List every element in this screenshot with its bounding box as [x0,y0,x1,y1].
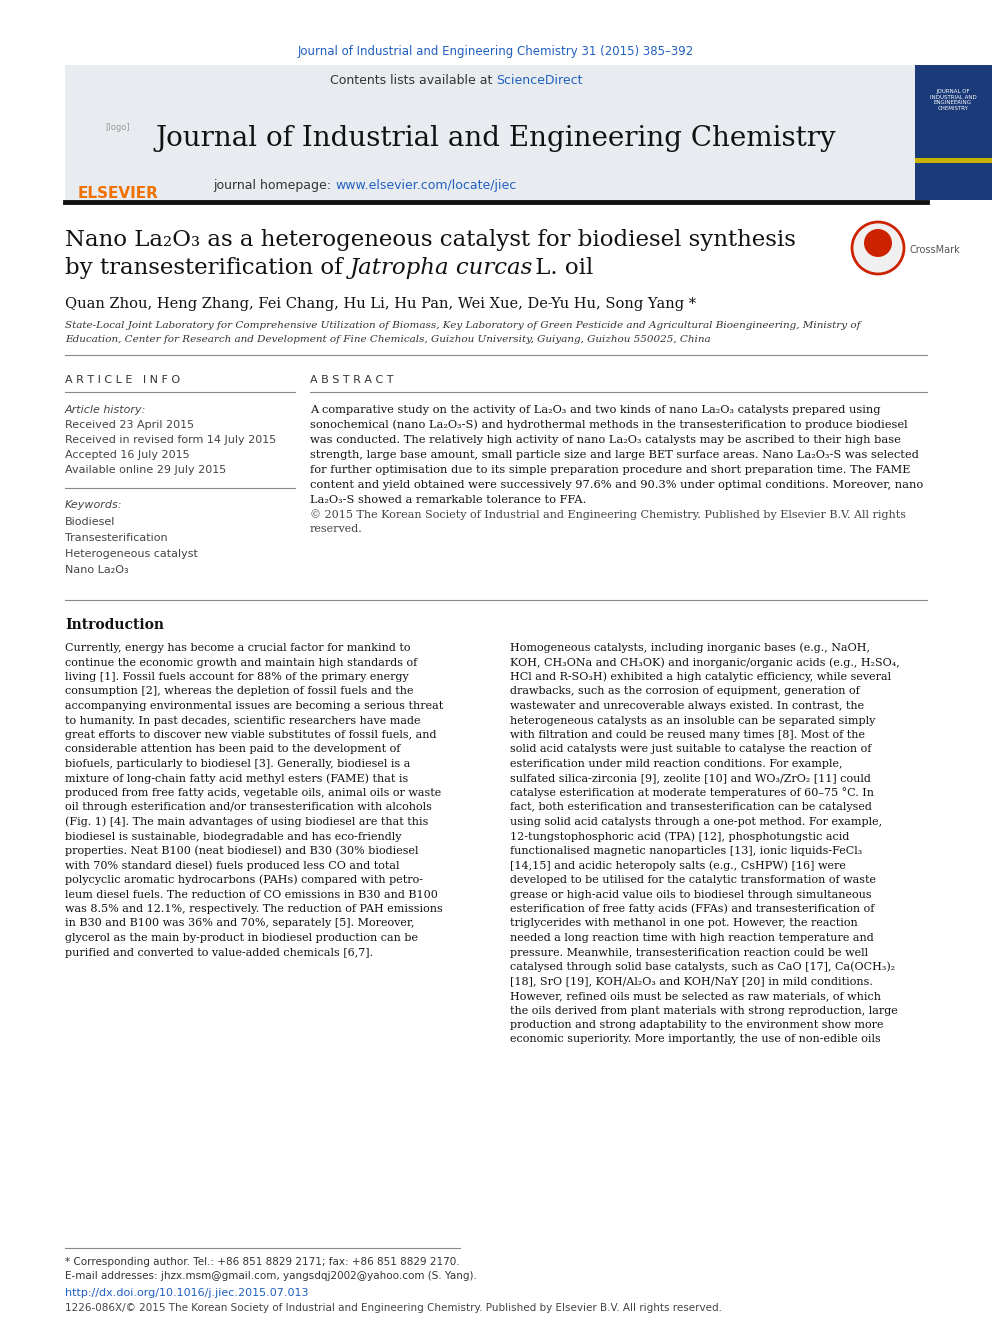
Text: Received 23 April 2015: Received 23 April 2015 [65,419,194,430]
Text: fact, both esterification and transesterification can be catalysed: fact, both esterification and transester… [510,803,872,812]
FancyBboxPatch shape [915,157,992,163]
Text: A B S T R A C T: A B S T R A C T [310,374,394,385]
Text: Journal of Industrial and Engineering Chemistry: Journal of Industrial and Engineering Ch… [156,124,836,152]
Text: with filtration and could be reused many times [8]. Most of the: with filtration and could be reused many… [510,730,865,740]
Text: Quan Zhou, Heng Zhang, Fei Chang, Hu Li, Hu Pan, Wei Xue, De-Yu Hu, Song Yang *: Quan Zhou, Heng Zhang, Fei Chang, Hu Li,… [65,296,696,311]
Text: for further optimisation due to its simple preparation procedure and short prepa: for further optimisation due to its simp… [310,464,911,475]
Text: JOURNAL OF
INDUSTRIAL AND
ENGINEERING
CHEMISTRY: JOURNAL OF INDUSTRIAL AND ENGINEERING CH… [930,89,976,111]
Text: Available online 29 July 2015: Available online 29 July 2015 [65,464,226,475]
Text: esterification under mild reaction conditions. For example,: esterification under mild reaction condi… [510,759,842,769]
Text: consumption [2], whereas the depletion of fossil fuels and the: consumption [2], whereas the depletion o… [65,687,414,696]
Text: content and yield obtained were successively 97.6% and 90.3% under optimal condi: content and yield obtained were successi… [310,480,924,490]
Text: 12-tungstophosphoric acid (TPA) [12], phosphotungstic acid: 12-tungstophosphoric acid (TPA) [12], ph… [510,831,849,841]
Text: accompanying environmental issues are becoming a serious threat: accompanying environmental issues are be… [65,701,443,710]
Text: ELSEVIER: ELSEVIER [77,187,159,201]
Text: A R T I C L E   I N F O: A R T I C L E I N F O [65,374,181,385]
Text: E-mail addresses: jhzx.msm@gmail.com, yangsdqj2002@yahoo.com (S. Yang).: E-mail addresses: jhzx.msm@gmail.com, ya… [65,1271,477,1281]
Text: A comparative study on the activity of La₂O₃ and two kinds of nano La₂O₃ catalys: A comparative study on the activity of L… [310,405,881,415]
Text: triglycerides with methanol in one pot. However, the reaction: triglycerides with methanol in one pot. … [510,918,858,929]
Text: with 70% standard diesel) fuels produced less CO and total: with 70% standard diesel) fuels produced… [65,860,400,871]
Circle shape [852,222,904,274]
Text: great efforts to discover new viable substitutes of fossil fuels, and: great efforts to discover new viable sub… [65,730,436,740]
Text: [logo]: [logo] [106,123,130,132]
Text: oil through esterification and/or transesterification with alcohols: oil through esterification and/or transe… [65,803,432,812]
Text: Nano La₂O₃: Nano La₂O₃ [65,565,129,576]
Text: heterogeneous catalysts as an insoluble can be separated simply: heterogeneous catalysts as an insoluble … [510,716,875,725]
Text: biodiesel is sustainable, biodegradable and has eco-friendly: biodiesel is sustainable, biodegradable … [65,831,402,841]
Text: Journal of Industrial and Engineering Chemistry 31 (2015) 385–392: Journal of Industrial and Engineering Ch… [298,45,694,58]
Text: the oils derived from plant materials with strong reproduction, large: the oils derived from plant materials wi… [510,1005,898,1016]
Text: Homogeneous catalysts, including inorganic bases (e.g., NaOH,: Homogeneous catalysts, including inorgan… [510,643,870,654]
Text: However, refined oils must be selected as raw materials, of which: However, refined oils must be selected a… [510,991,881,1002]
Text: in B30 and B100 was 36% and 70%, separately [5]. Moreover,: in B30 and B100 was 36% and 70%, separat… [65,918,415,929]
Text: pressure. Meanwhile, transesterification reaction could be well: pressure. Meanwhile, transesterification… [510,947,868,958]
Text: mixture of long-chain fatty acid methyl esters (FAME) that is: mixture of long-chain fatty acid methyl … [65,773,409,783]
Text: Article history:: Article history: [65,405,147,415]
Text: functionalised magnetic nanoparticles [13], ionic liquids-FeCl₃: functionalised magnetic nanoparticles [1… [510,845,862,856]
Text: ScienceDirect: ScienceDirect [496,74,582,86]
Text: production and strong adaptability to the environment show more: production and strong adaptability to th… [510,1020,884,1031]
Text: grease or high-acid value oils to biodiesel through simultaneous: grease or high-acid value oils to biodie… [510,889,872,900]
Text: wastewater and unrecoverable always existed. In contrast, the: wastewater and unrecoverable always exis… [510,701,864,710]
Text: esterification of free fatty acids (FFAs) and transesterification of: esterification of free fatty acids (FFAs… [510,904,874,914]
Text: using solid acid catalysts through a one-pot method. For example,: using solid acid catalysts through a one… [510,818,882,827]
Text: sonochemical (nano La₂O₃-S) and hydrothermal methods in the transesterification : sonochemical (nano La₂O₃-S) and hydrothe… [310,419,908,430]
Text: Biodiesel: Biodiesel [65,517,115,527]
Text: catalysed through solid base catalysts, such as CaO [17], Ca(OCH₃)₂: catalysed through solid base catalysts, … [510,962,895,972]
Text: needed a long reaction time with high reaction temperature and: needed a long reaction time with high re… [510,933,874,943]
Text: La₂O₃-S showed a remarkable tolerance to FFA.: La₂O₃-S showed a remarkable tolerance to… [310,495,586,505]
FancyBboxPatch shape [65,65,915,200]
Text: [18], SrO [19], KOH/Al₂O₃ and KOH/NaY [20] in mild conditions.: [18], SrO [19], KOH/Al₂O₃ and KOH/NaY [2… [510,976,873,987]
Text: © 2015 The Korean Society of Industrial and Engineering Chemistry. Published by : © 2015 The Korean Society of Industrial … [310,509,906,520]
Text: Introduction: Introduction [65,618,164,632]
Text: Currently, energy has become a crucial factor for mankind to: Currently, energy has become a crucial f… [65,643,411,654]
Text: glycerol as the main by-product in biodiesel production can be: glycerol as the main by-product in biodi… [65,933,418,943]
Text: reserved.: reserved. [310,524,363,534]
Text: Education, Center for Research and Development of Fine Chemicals, Guizhou Univer: Education, Center for Research and Devel… [65,336,710,344]
Text: properties. Neat B100 (neat biodiesel) and B30 (30% biodiesel: properties. Neat B100 (neat biodiesel) a… [65,845,419,856]
Text: by transesterification of: by transesterification of [65,257,350,279]
FancyBboxPatch shape [915,65,992,200]
Text: purified and converted to value-added chemicals [6,7].: purified and converted to value-added ch… [65,947,373,958]
Text: CrossMark: CrossMark [910,245,960,255]
Text: Keywords:: Keywords: [65,500,122,509]
Circle shape [864,229,892,257]
Text: to humanity. In past decades, scientific researchers have made: to humanity. In past decades, scientific… [65,716,421,725]
Text: considerable attention has been paid to the development of: considerable attention has been paid to … [65,745,401,754]
Text: HCl and R-SO₃H) exhibited a high catalytic efficiency, while several: HCl and R-SO₃H) exhibited a high catalyt… [510,672,891,683]
Text: * Corresponding author. Tel.: +86 851 8829 2171; fax: +86 851 8829 2170.: * Corresponding author. Tel.: +86 851 88… [65,1257,459,1267]
Text: economic superiority. More importantly, the use of non-edible oils: economic superiority. More importantly, … [510,1035,881,1044]
Text: developed to be utilised for the catalytic transformation of waste: developed to be utilised for the catalyt… [510,875,876,885]
Text: solid acid catalysts were just suitable to catalyse the reaction of: solid acid catalysts were just suitable … [510,745,871,754]
Text: sulfated silica-zirconia [9], zeolite [10] and WO₃/ZrO₂ [11] could: sulfated silica-zirconia [9], zeolite [1… [510,774,871,783]
Text: L. oil: L. oil [528,257,593,279]
Text: Jatropha curcas: Jatropha curcas [350,257,534,279]
Text: http://dx.doi.org/10.1016/j.jiec.2015.07.013: http://dx.doi.org/10.1016/j.jiec.2015.07… [65,1289,309,1298]
Text: Heterogeneous catalyst: Heterogeneous catalyst [65,549,197,560]
Text: Nano La₂O₃ as a heterogeneous catalyst for biodiesel synthesis: Nano La₂O₃ as a heterogeneous catalyst f… [65,229,796,251]
Text: Transesterification: Transesterification [65,533,168,542]
Text: www.elsevier.com/locate/jiec: www.elsevier.com/locate/jiec [335,179,516,192]
Text: 1226-086X/© 2015 The Korean Society of Industrial and Engineering Chemistry. Pub: 1226-086X/© 2015 The Korean Society of I… [65,1303,722,1312]
Text: was 8.5% and 12.1%, respectively. The reduction of PAH emissions: was 8.5% and 12.1%, respectively. The re… [65,904,442,914]
Text: biofuels, particularly to biodiesel [3]. Generally, biodiesel is a: biofuels, particularly to biodiesel [3].… [65,759,411,769]
Text: [14,15] and acidic heteropoly salts (e.g., CsHPW) [16] were: [14,15] and acidic heteropoly salts (e.g… [510,860,846,871]
Text: Contents lists available at: Contents lists available at [329,74,496,86]
Text: Accepted 16 July 2015: Accepted 16 July 2015 [65,450,189,460]
Text: leum diesel fuels. The reduction of CO emissions in B30 and B100: leum diesel fuels. The reduction of CO e… [65,889,437,900]
Text: catalyse esterification at moderate temperatures of 60–75 °C. In: catalyse esterification at moderate temp… [510,787,874,799]
Text: produced from free fatty acids, vegetable oils, animal oils or waste: produced from free fatty acids, vegetabl… [65,789,441,798]
Text: drawbacks, such as the corrosion of equipment, generation of: drawbacks, such as the corrosion of equi… [510,687,860,696]
Text: (Fig. 1) [4]. The main advantages of using biodiesel are that this: (Fig. 1) [4]. The main advantages of usi… [65,816,429,827]
Text: Received in revised form 14 July 2015: Received in revised form 14 July 2015 [65,435,276,445]
Text: living [1]. Fossil fuels account for 88% of the primary energy: living [1]. Fossil fuels account for 88%… [65,672,409,681]
Text: KOH, CH₃ONa and CH₃OK) and inorganic/organic acids (e.g., H₂SO₄,: KOH, CH₃ONa and CH₃OK) and inorganic/org… [510,658,900,668]
Text: State-Local Joint Laboratory for Comprehensive Utilization of Biomass, Key Labor: State-Local Joint Laboratory for Compreh… [65,320,860,329]
Text: journal homepage:: journal homepage: [213,179,335,192]
Text: polycyclic aromatic hydrocarbons (PAHs) compared with petro-: polycyclic aromatic hydrocarbons (PAHs) … [65,875,423,885]
Text: was conducted. The relatively high activity of nano La₂O₃ catalysts may be ascri: was conducted. The relatively high activ… [310,435,901,445]
Text: continue the economic growth and maintain high standards of: continue the economic growth and maintai… [65,658,418,668]
Text: strength, large base amount, small particle size and large BET surface areas. Na: strength, large base amount, small parti… [310,450,919,460]
